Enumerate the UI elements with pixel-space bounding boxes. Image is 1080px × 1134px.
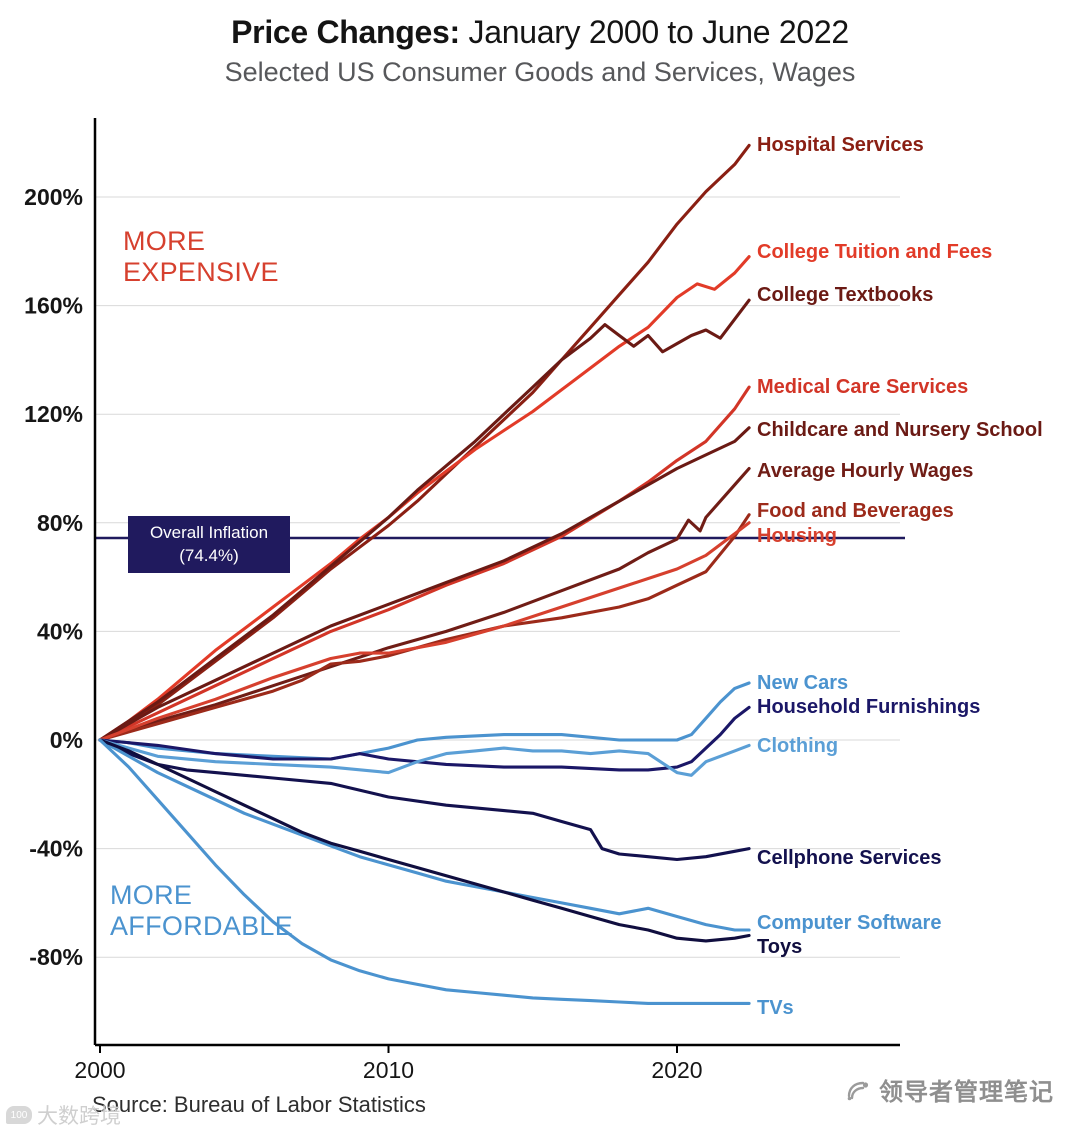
series-line-childcare-and-nursery-school (98, 426, 751, 742)
series-label-college-textbooks: College Textbooks (757, 284, 934, 306)
y-tick-label-0: 0% (50, 727, 83, 753)
series-line-tvs (98, 738, 751, 1005)
series-line-household-furnishings (98, 705, 751, 772)
series-line-college-textbooks (98, 298, 751, 742)
title-block: Price Changes: January 2000 to June 2022… (0, 14, 1080, 88)
series-label-hospital-services: Hospital Services (757, 134, 924, 156)
watermark-left-text: 大数跨境 (37, 1105, 121, 1128)
more-affordable-line1: MORE (110, 880, 193, 910)
page-subtitle: Selected US Consumer Goods and Services,… (224, 57, 856, 87)
series-label-college-tuition-and-fees: College Tuition and Fees (757, 241, 993, 263)
page-title-bold: Price Changes: (231, 14, 460, 50)
more-expensive-line1: MORE (123, 226, 206, 256)
series-label-childcare-and-nursery-school: Childcare and Nursery School (757, 419, 1043, 441)
speech-bubble-icon (847, 1081, 869, 1100)
more-expensive-line2: EXPENSIVE (123, 257, 279, 288)
series-label-new-cars: New Cars (757, 672, 849, 694)
series-label-computer-software: Computer Software (757, 912, 942, 934)
series-line-food-and-beverages (98, 513, 751, 742)
page-title: Price Changes: January 2000 to June 2022 (0, 14, 1080, 51)
overall-inflation-callout: Overall Inflation (74.4%) (128, 516, 290, 573)
series-label-food-and-beverages: Food and Beverages (757, 500, 954, 522)
series-label-toys: Toys (757, 936, 803, 958)
more-affordable-line2: AFFORDABLE (110, 911, 294, 942)
source-note: Source: Bureau of Labor Statistics (92, 1092, 426, 1117)
series-line-cellphone-services (98, 738, 751, 862)
series-label-clothing: Clothing (757, 735, 839, 757)
watermark-left-badge-icon: 100 (6, 1106, 32, 1124)
y-tick-label--40: -40% (29, 836, 83, 862)
series-label-household-furnishings: Household Furnishings (757, 696, 981, 718)
y-tick-label-200: 200% (24, 184, 83, 210)
y-tick-label-40: 40% (37, 618, 83, 644)
series-line-hospital-services (98, 143, 751, 742)
series-label-cellphone-services: Cellphone Services (757, 847, 942, 869)
series-line-average-hourly-wages (98, 466, 751, 742)
watermark-right: 领导者管理笔记 (843, 1072, 1054, 1107)
series-line-computer-software (98, 738, 751, 932)
series-line-clothing (98, 738, 751, 777)
x-tick-label-2000: 2000 (74, 1057, 125, 1083)
y-tick-label-120: 120% (24, 401, 83, 427)
y-tick-label-160: 160% (24, 293, 83, 319)
watermark-left: 100 大数跨境 (6, 1100, 121, 1130)
y-tick-label-80: 80% (37, 510, 83, 536)
series-label-housing: Housing (757, 525, 837, 547)
series-line-housing (98, 521, 751, 742)
series-label-tvs: TVs (757, 997, 794, 1019)
series-line-medical-care-services (98, 385, 751, 742)
series-line-toys (98, 738, 751, 943)
page-title-period: January 2000 to June 2022 (468, 14, 850, 50)
more-expensive-label: MORE EXPENSIVE (123, 226, 279, 288)
watermark-right-text: 领导者管理笔记 (879, 1079, 1054, 1106)
more-affordable-label: MORE AFFORDABLE (110, 880, 293, 942)
y-tick-label--80: -80% (29, 944, 83, 970)
series-label-average-hourly-wages: Average Hourly Wages (757, 460, 974, 482)
series-label-medical-care-services: Medical Care Services (757, 376, 969, 398)
series-line-college-tuition-and-fees (98, 255, 751, 742)
overall-inflation-label: Overall Inflation (149, 523, 269, 543)
overall-inflation-value: (74.4%) (179, 545, 239, 565)
x-tick-label-2010: 2010 (363, 1057, 414, 1083)
x-tick-label-2020: 2020 (651, 1057, 702, 1083)
